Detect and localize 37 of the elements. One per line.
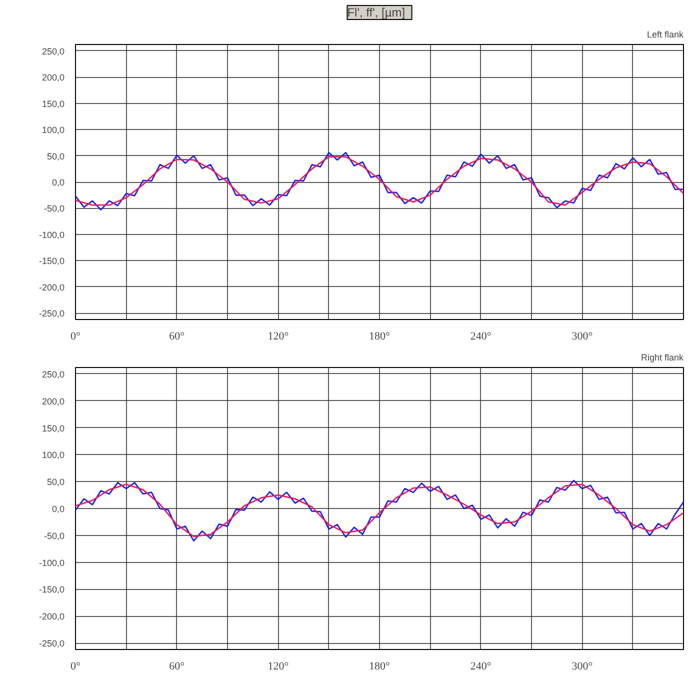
y-tick-label: -250,0 (38, 638, 65, 649)
y-tick-label: 200,0 (42, 72, 65, 83)
y-tick-label: -150,0 (38, 584, 65, 595)
y-tick-label: 250,0 (42, 369, 65, 380)
x-tick-label: 0° (70, 330, 80, 342)
chart-title: Fl', ff', [µm] (347, 6, 406, 20)
y-tick-label: -50,0 (44, 204, 64, 214)
y-tick-label: -200,0 (38, 282, 65, 292)
x-tick-label: 60° (169, 660, 185, 672)
y-tick-label: -250,0 (38, 308, 65, 319)
y-tick-label: -150,0 (38, 256, 65, 266)
x-tick-label: 180° (369, 660, 390, 672)
x-tick-label: 120° (268, 660, 289, 672)
y-tick-label: -200,0 (38, 612, 65, 622)
x-tick-label: 300° (572, 660, 593, 672)
y-tick-label: 250,0 (42, 46, 65, 56)
y-tick-label: 0,0 (52, 178, 65, 188)
chart-subtitle: Right flank (640, 352, 684, 362)
y-tick-label: 150,0 (42, 423, 65, 434)
x-tick-label: 0° (70, 660, 80, 672)
chart-subtitle: Left flank (646, 30, 684, 40)
x-tick-label: 120° (268, 330, 289, 342)
y-tick-label: -50,0 (44, 530, 64, 541)
y-tick-label: 0,0 (52, 504, 65, 514)
y-tick-label: 150,0 (42, 98, 65, 109)
y-tick-label: 100,0 (42, 125, 65, 136)
y-tick-label: -100,0 (38, 230, 65, 240)
x-tick-label: 240° (470, 660, 492, 672)
y-tick-label: 100,0 (42, 450, 65, 460)
y-tick-label: 200,0 (42, 396, 65, 406)
y-tick-label: -100,0 (38, 558, 65, 568)
x-tick-label: 60° (169, 330, 185, 342)
x-tick-label: 300° (572, 330, 593, 342)
y-tick-label: 50,0 (46, 477, 65, 488)
x-tick-label: 240° (470, 330, 492, 342)
x-tick-label: 180° (369, 330, 390, 342)
y-tick-label: 50,0 (46, 151, 65, 162)
